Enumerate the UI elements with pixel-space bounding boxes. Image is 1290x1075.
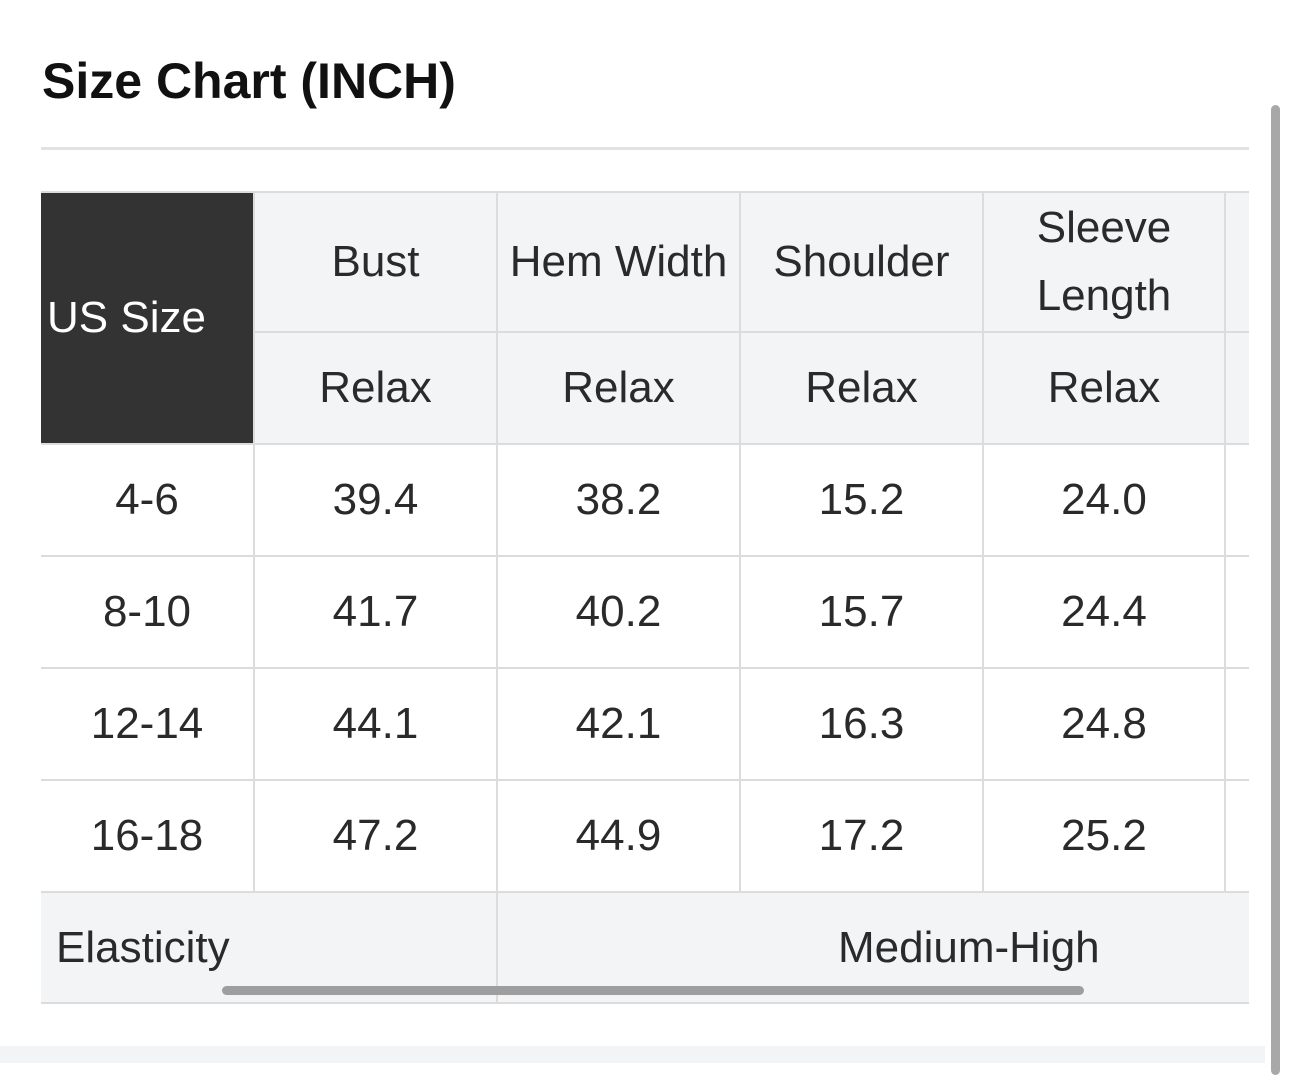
size-cell: 8-10: [41, 557, 253, 667]
value-cell: 15.7: [741, 557, 982, 667]
value-cell: 17.2: [741, 781, 982, 891]
size-cell: 4-6: [41, 445, 253, 555]
value-cell: 24.0: [984, 445, 1224, 555]
divider: [41, 147, 1249, 150]
value-cell: 16.3: [741, 669, 982, 779]
value-cell: [1226, 557, 1249, 667]
column-header: [1226, 193, 1249, 331]
size-cell: 12-14: [41, 669, 253, 779]
column-header: Hem Width: [498, 193, 739, 331]
column-subheader: Relax: [255, 333, 496, 443]
vertical-scrollbar[interactable]: [1271, 105, 1280, 1075]
size-cell: 16-18: [41, 781, 253, 891]
value-cell: 41.7: [255, 557, 496, 667]
value-cell: [1226, 445, 1249, 555]
value-cell: 24.8: [984, 669, 1224, 779]
value-cell: 40.2: [498, 557, 739, 667]
value-cell: 42.1: [498, 669, 739, 779]
page-title: Size Chart (INCH): [42, 53, 456, 109]
column-header: Sleeve Length: [984, 193, 1224, 331]
size-chart-table[interactable]: US Size Bust Hem Width Shoulder Sleeve Leng…: [41, 191, 1249, 1004]
us-size-header: US Size: [41, 193, 253, 443]
column-subheader: Relax: [741, 333, 982, 443]
elasticity-value: Medium-High: [498, 893, 1249, 1002]
footer-band: [0, 1046, 1265, 1063]
value-cell: 39.4: [255, 445, 496, 555]
value-cell: 24.4: [984, 557, 1224, 667]
value-cell: 25.2: [984, 781, 1224, 891]
value-cell: 44.1: [255, 669, 496, 779]
column-header: Bust: [255, 193, 496, 331]
elasticity-label: Elasticity: [41, 893, 496, 1002]
value-cell: [1226, 781, 1249, 891]
horizontal-scrollbar[interactable]: [222, 986, 1084, 995]
column-header: Shoulder: [741, 193, 982, 331]
column-subheader: Relax: [498, 333, 739, 443]
value-cell: 44.9: [498, 781, 739, 891]
value-cell: 47.2: [255, 781, 496, 891]
value-cell: 38.2: [498, 445, 739, 555]
column-subheader: [1226, 333, 1249, 443]
value-cell: 15.2: [741, 445, 982, 555]
column-subheader: Relax: [984, 333, 1224, 443]
value-cell: [1226, 669, 1249, 779]
